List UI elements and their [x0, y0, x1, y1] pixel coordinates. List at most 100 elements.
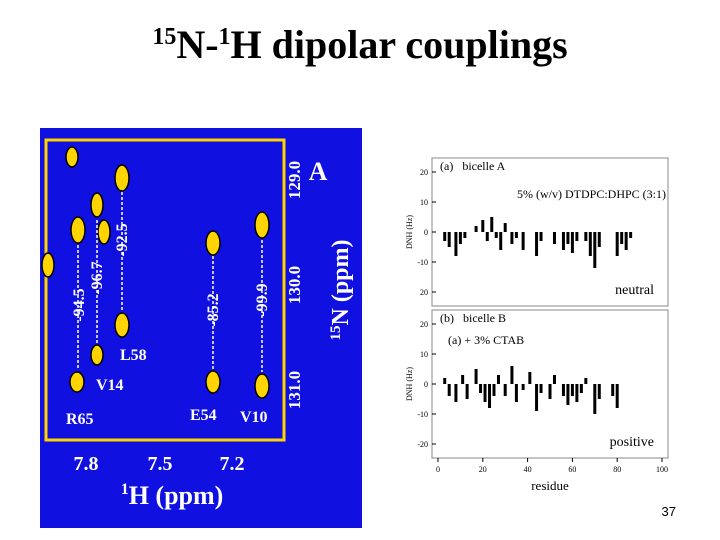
bar: [447, 384, 451, 396]
panel-label: (a) bicelle A: [440, 159, 506, 173]
bar: [566, 384, 570, 405]
bar: [510, 232, 514, 244]
bar: [443, 378, 447, 384]
bar: [492, 384, 496, 396]
x-tick-label: 40: [524, 465, 532, 474]
axis-text: H (ppm): [129, 481, 224, 510]
x-tick-label: 60: [568, 465, 576, 474]
bar: [629, 232, 633, 238]
bar: [521, 232, 525, 250]
bar: [447, 232, 451, 247]
bar: [461, 375, 465, 384]
bar: [584, 232, 588, 241]
bar: [514, 384, 518, 402]
page-number: 37: [662, 504, 676, 519]
bar: [463, 232, 467, 238]
bar: [458, 232, 462, 244]
peak: [254, 211, 270, 239]
coupling-arrows: [77, 192, 263, 372]
peak-label: L58: [120, 347, 147, 364]
peak: [97, 219, 111, 245]
title-text: H dipolar couplings: [231, 22, 568, 67]
bar: [570, 384, 574, 396]
bar: [479, 384, 483, 393]
bar: [548, 384, 552, 399]
y-tick-label: 130.0: [285, 266, 304, 304]
bar: [579, 384, 583, 393]
y-tick-label: 131.0: [285, 371, 304, 409]
shift-label: -94.5: [71, 288, 88, 321]
bar: [465, 384, 469, 399]
bar: [575, 384, 579, 402]
axis-sup: 1: [121, 481, 129, 498]
y-tick-label: 20: [420, 168, 428, 177]
title-sup: 15: [152, 24, 176, 50]
y-tick-label: 0: [424, 228, 428, 237]
peak: [205, 230, 221, 256]
bar: [597, 232, 601, 247]
charts: 20 -10 0 10 20 DNH (Hz) (a) bicelle A 5% (w/v) …: [405, 157, 669, 493]
y-tick-label: -10: [417, 258, 428, 267]
bar: [597, 384, 601, 399]
y-tick-label: 129.0: [285, 161, 304, 199]
peak: [114, 164, 130, 192]
peaks: [41, 146, 270, 399]
peak: [69, 371, 85, 393]
peak-label: E54: [190, 407, 217, 424]
shift-label: -96.7: [89, 261, 106, 294]
bar: [535, 384, 539, 411]
y-tick-label: 20: [420, 288, 428, 297]
title-sup: 1: [219, 24, 231, 50]
bar: [481, 220, 485, 232]
bar: [474, 369, 478, 384]
chart-note: 5% (w/v) DTDPC:DHPC (3:1): [517, 187, 666, 201]
bar: [528, 372, 532, 384]
bar: [575, 232, 579, 241]
peak: [90, 192, 104, 218]
peak-label: V10: [240, 409, 268, 426]
bar: [483, 384, 487, 402]
bar: [539, 232, 543, 241]
bar: [474, 226, 478, 232]
bar: [499, 232, 503, 250]
title-text: N-: [176, 22, 218, 67]
y-axis-label: DNH (Hz): [405, 367, 414, 401]
x-tick-label: 80: [613, 465, 621, 474]
peak: [254, 373, 270, 399]
x-tick-label: 100: [656, 465, 668, 474]
peak: [70, 216, 86, 244]
bar: [454, 384, 458, 402]
bar: [593, 384, 597, 414]
y-tick-label: 20: [420, 320, 428, 329]
y-tick-label: -20: [417, 440, 428, 449]
bar: [488, 384, 492, 408]
bar: [494, 232, 498, 238]
x-tick-label: 7.8: [74, 453, 99, 475]
bar: [620, 232, 624, 244]
bar: [521, 384, 525, 390]
x-tick-label: 20: [479, 465, 487, 474]
chart-note: (a) + 3% CTAB: [448, 333, 524, 347]
bar: [454, 232, 458, 256]
x-tick-label: 7.5: [148, 453, 173, 475]
x-tick-label: 7.2: [220, 453, 245, 475]
x-axis-label: residue: [531, 478, 569, 493]
bar: [566, 232, 570, 244]
bar: [503, 384, 507, 396]
shift-label: -85.2: [205, 293, 222, 326]
peak-label: R65: [66, 411, 94, 428]
panel-label: A: [309, 157, 328, 186]
panel-label: (b) bicelle B: [440, 311, 506, 325]
shift-label: -99.9: [254, 283, 271, 316]
bar: [561, 384, 565, 396]
bar: [485, 232, 489, 241]
axis-sup: 15: [328, 326, 344, 341]
y-axis-label: DNH (Hz): [405, 215, 414, 249]
spectrum: -94.5 -96.7 -92.5 -85.2 -99.9 L58 V14 R6…: [40, 128, 362, 528]
charge-label: positive: [610, 435, 654, 450]
bar: [552, 232, 556, 244]
bar: [593, 232, 597, 268]
x-tick-label: 0: [436, 465, 440, 474]
